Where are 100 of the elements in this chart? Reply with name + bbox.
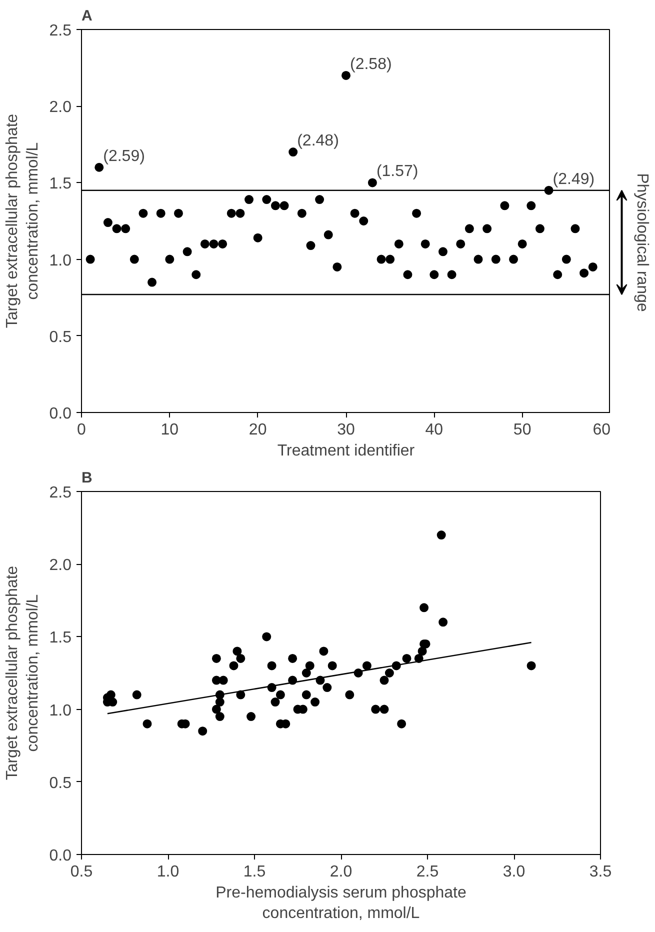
x-tick-label: 10 (160, 422, 179, 438)
point (380, 676, 389, 685)
point (156, 208, 166, 218)
point (350, 208, 360, 218)
point (418, 646, 427, 656)
point (138, 208, 148, 218)
point (362, 661, 372, 670)
y-tick-label: 0.0 (49, 848, 72, 864)
point (232, 646, 242, 656)
x-tick-label: 30 (337, 422, 355, 438)
point (474, 254, 483, 264)
x-axis-title: Pre-hemodialysis serum phosphate concentration, mmol/L (216, 884, 466, 922)
point (518, 239, 527, 248)
point (226, 208, 236, 218)
point (302, 690, 311, 700)
point (212, 704, 221, 714)
annotation: (2.59) (103, 148, 145, 165)
point (174, 208, 183, 218)
y-tick-label: 2.5 (49, 484, 72, 502)
x-tick-label: 0.5 (70, 864, 93, 880)
point (420, 603, 429, 612)
y-tick-label: 1.0 (49, 252, 72, 270)
point (198, 726, 208, 736)
point (376, 254, 386, 264)
point (402, 654, 412, 663)
x-tick-label: 3.0 (502, 864, 526, 880)
point (121, 224, 130, 234)
point (236, 654, 246, 663)
point (464, 224, 474, 234)
point (270, 698, 280, 707)
y-tick-label: 1.5 (49, 176, 72, 193)
point (244, 195, 254, 204)
point (526, 201, 536, 210)
point (192, 270, 201, 280)
point (412, 208, 422, 218)
point (509, 254, 518, 264)
point (310, 698, 320, 707)
point (500, 201, 510, 210)
point (246, 712, 256, 722)
x-tick-label: 60 (592, 422, 611, 438)
chart-title: A (82, 8, 92, 24)
x-tick-label: 50 (513, 422, 532, 438)
point (368, 178, 377, 188)
point (288, 148, 298, 157)
point (112, 224, 122, 234)
point (436, 530, 446, 540)
point (447, 270, 456, 280)
annotation: (2.48) (297, 132, 339, 150)
x-tick-label: 3.5 (589, 864, 612, 880)
y-axis-title: Target extracellular phosphate concentration, mmol/L (4, 114, 42, 328)
y-tick-label: 0.0 (49, 406, 72, 422)
point (386, 254, 395, 264)
point (215, 698, 224, 707)
annotation: (1.57) (376, 163, 418, 180)
point (306, 241, 316, 250)
x-tick-label: 1.0 (156, 864, 180, 880)
point (359, 216, 368, 226)
point (526, 661, 536, 670)
point (103, 218, 112, 228)
point (267, 661, 276, 670)
point (94, 162, 104, 172)
point (380, 704, 389, 714)
point (130, 254, 139, 264)
point (218, 676, 228, 685)
point (165, 254, 174, 264)
point (535, 224, 544, 234)
point (397, 719, 406, 728)
point (236, 208, 245, 218)
annotation: (2.58) (350, 56, 392, 73)
point (394, 239, 404, 248)
point (371, 704, 380, 714)
point (342, 70, 350, 80)
x-axis-title: Treatment identifier (277, 442, 416, 460)
point (328, 661, 337, 670)
y-tick-label: 2.0 (49, 557, 72, 574)
point (319, 646, 328, 656)
point (553, 270, 562, 280)
point (209, 239, 218, 248)
point (280, 201, 289, 210)
point (86, 254, 95, 264)
y-tick-label: 2.0 (49, 99, 72, 116)
point (132, 690, 142, 700)
point (430, 270, 439, 280)
text: Physiological range (634, 173, 650, 312)
x-tick-label: 0 (77, 422, 86, 438)
x-tick-label: 20 (248, 422, 267, 438)
chart-title: B (82, 470, 92, 486)
point (270, 201, 280, 210)
y-tick-label: 2.5 (49, 22, 72, 40)
y-tick-label: 0.5 (49, 774, 72, 792)
y-axis-title: Target extracellular phosphate concentration, mmol/L (4, 566, 42, 780)
point (345, 690, 354, 700)
point (491, 254, 500, 264)
point (403, 270, 412, 280)
point (438, 618, 448, 627)
point (305, 661, 314, 670)
point (302, 668, 311, 678)
point (212, 654, 221, 663)
point (215, 712, 224, 722)
point (288, 654, 298, 663)
